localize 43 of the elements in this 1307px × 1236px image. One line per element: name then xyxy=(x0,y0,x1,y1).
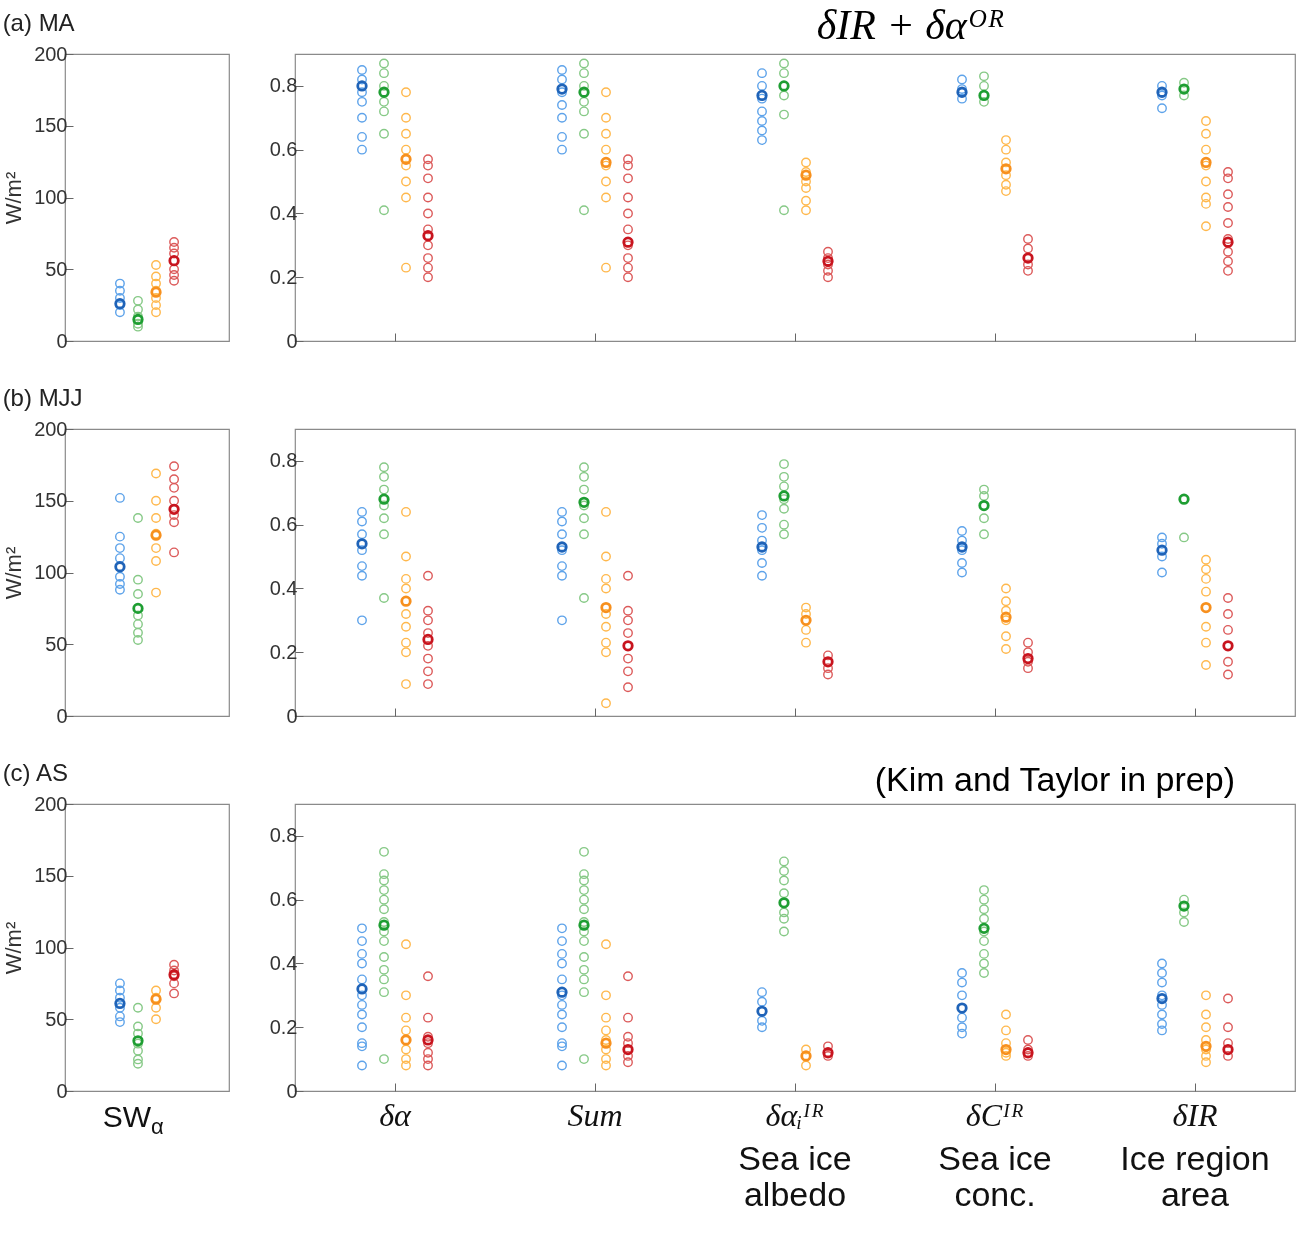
y-tick-label: 0.8 xyxy=(269,74,298,97)
y-tick-label: 0.4 xyxy=(269,201,298,224)
y-tick-label: 0 xyxy=(286,329,298,352)
y-tick-label: 0.4 xyxy=(269,951,298,974)
category-label: δCᴵᴿ Sea ice conc. xyxy=(938,1097,1052,1213)
y-tick-label: 50 xyxy=(45,257,68,280)
y-tick-label: 100 xyxy=(34,561,68,583)
y-tick-label: 0.6 xyxy=(269,138,298,161)
y-tick-label: 0 xyxy=(56,329,68,352)
y-axis-title: W/m² xyxy=(1,546,27,600)
y-tick-label: 200 xyxy=(34,792,68,815)
text: (Kim and Taylor in prep) xyxy=(874,760,1235,798)
category-label: δIR Ice region area xyxy=(1120,1097,1270,1213)
chart-title: (b) MJJ xyxy=(2,384,83,411)
y-tick-label: 0.6 xyxy=(269,888,298,911)
y-tick-label: 150 xyxy=(34,489,68,512)
y-tick-label: 200 xyxy=(34,417,68,440)
x-tick-label: δα xyxy=(379,1097,413,1133)
y-tick-label: 200 xyxy=(34,42,68,65)
chart-title: (a) MA xyxy=(2,9,75,36)
y-tick-label: 50 xyxy=(45,1007,68,1030)
y-tick-label: 0 xyxy=(286,704,298,727)
y-tick-label: 0 xyxy=(56,704,68,727)
category-label: δαᵢᴵᴿ Sea ice albedo xyxy=(738,1097,852,1213)
chart-title: δIR + δαᴼᴿ xyxy=(816,2,1006,48)
y-tick-label: 0.2 xyxy=(269,640,298,663)
y-axis-title: W/m² xyxy=(1,171,27,225)
y-tick-label: 0 xyxy=(286,1079,298,1102)
y-tick-label: 0 xyxy=(56,1079,68,1102)
y-tick-label: 50 xyxy=(45,632,68,655)
y-tick-label: 150 xyxy=(34,864,68,887)
y-tick-label: 0.2 xyxy=(269,1015,298,1038)
y-tick-label: 100 xyxy=(34,936,68,958)
chart-title: (c) AS xyxy=(2,759,68,786)
x-tick-label: Sum xyxy=(567,1097,623,1133)
y-tick-label: 150 xyxy=(34,114,68,137)
y-tick-label: 0.8 xyxy=(269,824,298,847)
y-axis-title: W/m² xyxy=(1,921,27,975)
y-tick-label: 0.4 xyxy=(269,576,298,599)
y-tick-label: 100 xyxy=(34,186,68,208)
y-tick-label: 0.8 xyxy=(269,449,298,472)
y-tick-label: 0.6 xyxy=(269,513,298,536)
y-tick-label: 0.2 xyxy=(269,265,298,288)
